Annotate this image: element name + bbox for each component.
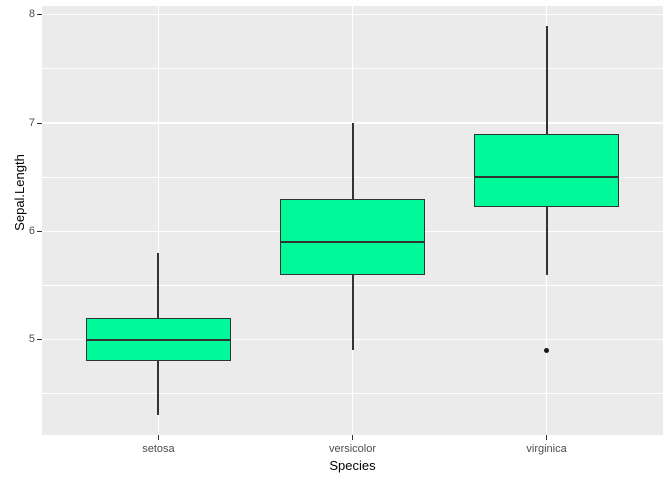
plot-panel [42, 6, 663, 435]
y-tick-mark [37, 230, 42, 232]
y-axis-title: Sepal.Length [11, 153, 27, 231]
gridline-major-vertical [157, 6, 160, 435]
x-tick-mark [546, 435, 548, 440]
x-tick-label-virginica: virginica [526, 443, 567, 455]
lower-whisker-virginica [545, 206, 548, 275]
x-axis-title: Species [329, 458, 376, 473]
x-tick-label-versicolor: versicolor [328, 443, 377, 455]
median-line-setosa [85, 338, 232, 341]
x-tick-mark [157, 435, 159, 440]
y-tick-label: 8 [28, 8, 35, 21]
outlier-point-virginica [544, 348, 550, 353]
y-axis-title-container: Sepal.Length [4, 0, 34, 384]
box-virginica [473, 133, 620, 207]
y-tick-mark [37, 122, 42, 124]
lower-whisker-versicolor [351, 274, 354, 351]
upper-whisker-virginica [545, 25, 548, 134]
median-line-versicolor [279, 241, 426, 244]
median-line-virginica [473, 176, 620, 179]
y-tick-mark [37, 14, 42, 16]
box-versicolor [279, 198, 426, 275]
y-tick-label: 5 [28, 333, 35, 346]
x-tick-mark [352, 435, 353, 440]
x-tick-label-setosa: setosa [142, 443, 175, 455]
upper-whisker-versicolor [351, 123, 354, 199]
y-tick-mark [37, 339, 42, 341]
upper-whisker-setosa [157, 253, 160, 318]
y-tick-label: 7 [28, 116, 35, 129]
y-tick-label: 6 [28, 224, 35, 237]
lower-whisker-setosa [157, 361, 160, 416]
